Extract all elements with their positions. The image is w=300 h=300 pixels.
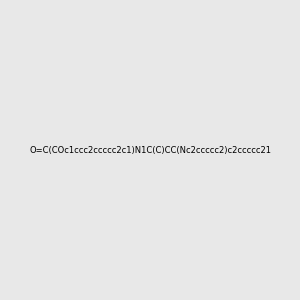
Text: O=C(COc1ccc2ccccc2c1)N1C(C)CC(Nc2ccccc2)c2ccccc21: O=C(COc1ccc2ccccc2c1)N1C(C)CC(Nc2ccccc2)… — [29, 146, 271, 154]
